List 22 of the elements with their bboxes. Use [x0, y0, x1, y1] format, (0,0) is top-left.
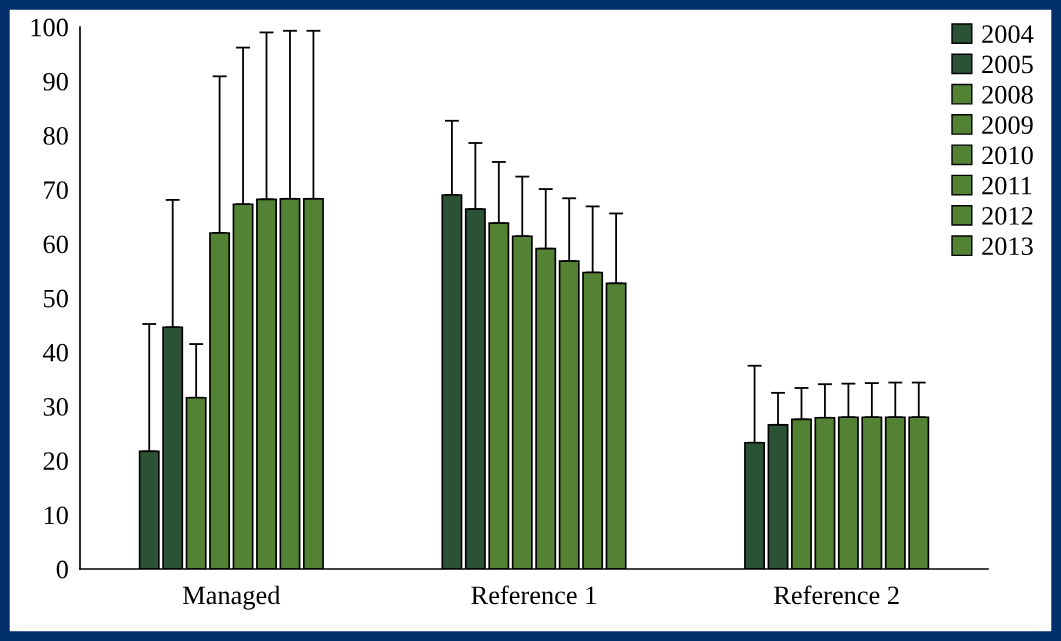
legend-label: 2004: [982, 25, 1034, 44]
y-tick-label: 100: [31, 18, 68, 37]
y-tick-label: 70: [44, 181, 68, 200]
legend-label: 2012: [982, 207, 1033, 225]
y-tick-label: 60: [43, 235, 68, 254]
x-tick-label: Reference 1: [471, 585, 596, 605]
legend-label: 2008: [982, 85, 1033, 104]
y-tick-label: 90: [43, 72, 68, 91]
legend-label: 2011: [982, 176, 1032, 195]
y-tick-label: 20: [43, 452, 68, 471]
legend-label: 2005: [982, 55, 1033, 74]
y-tick-label: 0: [56, 560, 68, 579]
x-tick-label: Managed: [183, 585, 281, 610]
y-tick-label: 80: [43, 127, 68, 145]
y-tick-label: 40: [43, 343, 68, 362]
legend-label: 2010: [982, 146, 1033, 165]
y-tick-label: 50: [44, 289, 68, 308]
x-tick-label: Reference 2: [774, 585, 899, 605]
legend-label: 2009: [982, 116, 1033, 134]
y-tick-label: 10: [44, 506, 68, 525]
legend-label: 2013: [982, 237, 1033, 256]
y-tick-label: 30: [43, 398, 68, 416]
